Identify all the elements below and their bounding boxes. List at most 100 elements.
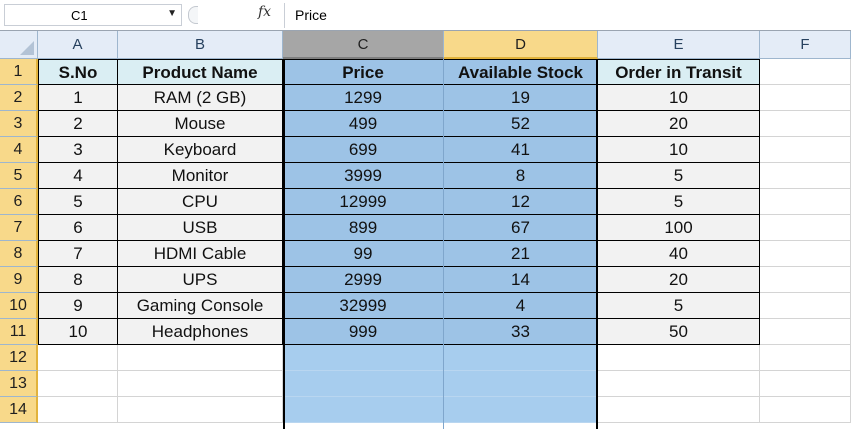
column-header-a[interactable]: A (38, 31, 118, 59)
table-cell[interactable]: 499 (283, 111, 444, 137)
row-header-6[interactable]: 6 (0, 189, 38, 215)
empty-cell[interactable] (38, 345, 118, 371)
table-cell[interactable]: 10 (598, 85, 760, 111)
empty-cell[interactable] (760, 137, 851, 163)
formula-input[interactable]: Price (284, 3, 851, 28)
empty-cell[interactable] (598, 345, 760, 371)
table-cell[interactable]: 5 (38, 189, 118, 215)
empty-cell[interactable] (760, 241, 851, 267)
table-cell[interactable]: 1299 (283, 85, 444, 111)
empty-cell[interactable] (283, 397, 444, 423)
empty-cell[interactable] (760, 215, 851, 241)
empty-cell[interactable] (118, 371, 283, 397)
table-cell[interactable]: 41 (444, 137, 598, 163)
row-header-13[interactable]: 13 (0, 371, 38, 397)
table-cell[interactable]: RAM (2 GB) (118, 85, 283, 111)
table-cell[interactable]: 5 (598, 293, 760, 319)
row-header-11[interactable]: 11 (0, 319, 38, 345)
row-header-2[interactable]: 2 (0, 85, 38, 111)
column-header-f[interactable]: F (760, 31, 851, 59)
empty-cell[interactable] (760, 59, 851, 85)
table-cell[interactable]: Headphones (118, 319, 283, 345)
table-cell[interactable]: Mouse (118, 111, 283, 137)
table-cell[interactable]: 9 (38, 293, 118, 319)
table-header-cell[interactable]: Price (283, 59, 444, 85)
row-header-7[interactable]: 7 (0, 215, 38, 241)
row-header-8[interactable]: 8 (0, 241, 38, 267)
table-cell[interactable]: 6 (38, 215, 118, 241)
table-header-cell[interactable]: Available Stock (444, 59, 598, 85)
row-header-9[interactable]: 9 (0, 267, 38, 293)
table-cell[interactable]: 2999 (283, 267, 444, 293)
column-header-e[interactable]: E (598, 31, 760, 59)
table-cell[interactable]: 2 (38, 111, 118, 137)
table-cell[interactable]: 20 (598, 111, 760, 137)
table-cell[interactable]: 100 (598, 215, 760, 241)
empty-cell[interactable] (760, 85, 851, 111)
row-header-12[interactable]: 12 (0, 345, 38, 371)
table-cell[interactable]: 899 (283, 215, 444, 241)
empty-cell[interactable] (444, 345, 598, 371)
table-cell[interactable]: Gaming Console (118, 293, 283, 319)
table-cell[interactable]: 67 (444, 215, 598, 241)
empty-cell[interactable] (118, 397, 283, 423)
table-header-cell[interactable]: Product Name (118, 59, 283, 85)
table-header-cell[interactable]: Order in Transit (598, 59, 760, 85)
table-cell[interactable]: 3999 (283, 163, 444, 189)
empty-cell[interactable] (760, 163, 851, 189)
table-cell[interactable]: 33 (444, 319, 598, 345)
table-cell[interactable]: 1 (38, 85, 118, 111)
table-cell[interactable]: 32999 (283, 293, 444, 319)
empty-cell[interactable] (760, 293, 851, 319)
table-header-cell[interactable]: S.No (38, 59, 118, 85)
column-header-b[interactable]: B (118, 31, 283, 59)
table-cell[interactable]: 999 (283, 319, 444, 345)
select-all-button[interactable] (0, 31, 38, 59)
table-cell[interactable]: 40 (598, 241, 760, 267)
row-header-4[interactable]: 4 (0, 137, 38, 163)
row-header-5[interactable]: 5 (0, 163, 38, 189)
empty-cell[interactable] (38, 371, 118, 397)
empty-cell[interactable] (38, 397, 118, 423)
row-header-1[interactable]: 1 (0, 59, 38, 85)
empty-cell[interactable] (444, 371, 598, 397)
table-cell[interactable]: 12 (444, 189, 598, 215)
empty-cell[interactable] (118, 345, 283, 371)
table-cell[interactable]: 99 (283, 241, 444, 267)
row-header-3[interactable]: 3 (0, 111, 38, 137)
table-cell[interactable]: USB (118, 215, 283, 241)
chevron-down-icon[interactable]: ▼ (167, 8, 177, 19)
table-cell[interactable]: HDMI Cable (118, 241, 283, 267)
table-cell[interactable]: UPS (118, 267, 283, 293)
table-cell[interactable]: 8 (38, 267, 118, 293)
table-cell[interactable]: 20 (598, 267, 760, 293)
table-cell[interactable]: 21 (444, 241, 598, 267)
empty-cell[interactable] (760, 319, 851, 345)
empty-cell[interactable] (598, 371, 760, 397)
name-box[interactable]: C1 ▼ (4, 4, 182, 26)
fx-icon[interactable]: fx (258, 4, 272, 20)
table-cell[interactable]: 12999 (283, 189, 444, 215)
empty-cell[interactable] (760, 397, 851, 423)
table-cell[interactable]: 10 (38, 319, 118, 345)
column-header-c[interactable]: C (283, 31, 444, 59)
empty-cell[interactable] (760, 111, 851, 137)
table-cell[interactable]: 4 (444, 293, 598, 319)
empty-cell[interactable] (760, 267, 851, 293)
table-cell[interactable]: 7 (38, 241, 118, 267)
table-cell[interactable]: Keyboard (118, 137, 283, 163)
table-cell[interactable]: 5 (598, 163, 760, 189)
empty-cell[interactable] (760, 371, 851, 397)
table-cell[interactable]: Monitor (118, 163, 283, 189)
table-cell[interactable]: 4 (38, 163, 118, 189)
table-cell[interactable]: 14 (444, 267, 598, 293)
empty-cell[interactable] (444, 397, 598, 423)
table-cell[interactable]: 8 (444, 163, 598, 189)
row-header-14[interactable]: 14 (0, 397, 38, 423)
empty-cell[interactable] (598, 397, 760, 423)
empty-cell[interactable] (283, 345, 444, 371)
table-cell[interactable]: 5 (598, 189, 760, 215)
table-cell[interactable]: 699 (283, 137, 444, 163)
empty-cell[interactable] (283, 371, 444, 397)
